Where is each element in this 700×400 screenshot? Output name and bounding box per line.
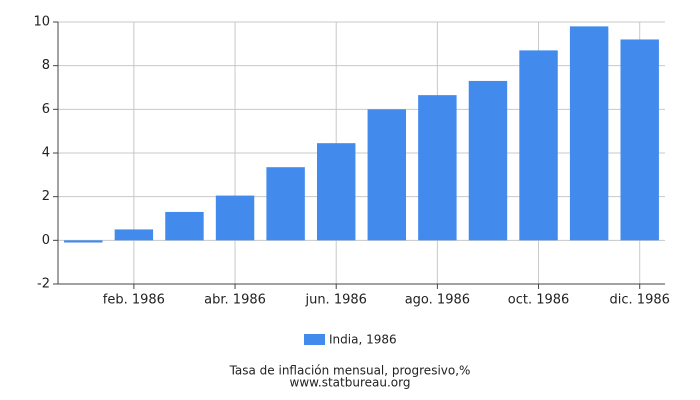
bar	[418, 95, 457, 241]
bar	[519, 50, 558, 241]
bar	[215, 195, 255, 241]
chart-source: www.statbureau.org	[290, 376, 411, 390]
x-tick-label: jun. 1986	[304, 293, 366, 308]
bar	[114, 229, 154, 241]
y-tick-label: -2	[37, 277, 50, 292]
bar	[316, 143, 356, 241]
bar	[468, 80, 508, 241]
x-tick-label: dic. 1986	[610, 293, 670, 308]
y-tick-label: 4	[42, 146, 50, 161]
bar	[64, 240, 103, 243]
x-tick-label: ago. 1986	[405, 293, 470, 308]
legend-swatch	[304, 334, 325, 345]
bar	[367, 109, 407, 241]
y-tick-label: 10	[33, 15, 50, 30]
y-tick-label: 2	[42, 189, 50, 204]
x-tick-label: feb. 1986	[103, 293, 165, 308]
bar	[620, 39, 659, 241]
bar	[569, 26, 609, 241]
chart-title: Tasa de inflación mensual, progresivo,%	[229, 364, 471, 378]
y-tick-label: 8	[42, 58, 50, 73]
x-tick-label: oct. 1986	[508, 293, 570, 308]
bar	[165, 211, 204, 241]
legend-label: India, 1986	[329, 333, 397, 347]
bar	[266, 167, 305, 241]
y-tick-label: 6	[42, 102, 50, 117]
y-tick-label: 0	[42, 233, 50, 248]
x-tick-label: abr. 1986	[204, 293, 266, 308]
